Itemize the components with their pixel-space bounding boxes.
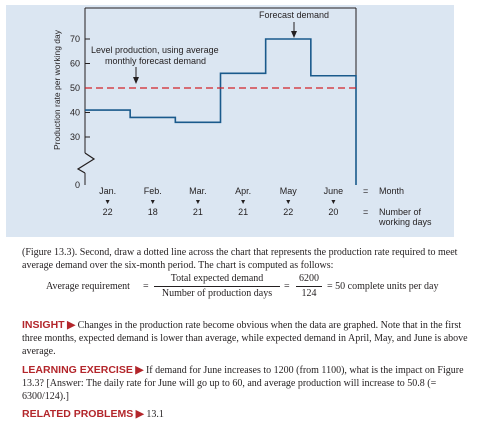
y-ticks: 30 40 50 60 70 0: [70, 34, 90, 190]
learning-exercise-paragraph: LEARNING EXERCISE ▶ If demand for June i…: [22, 364, 472, 403]
formula-lhs: Average requirement: [46, 281, 130, 292]
days-equals-sign: =: [363, 207, 368, 217]
x-month-label: Feb.: [144, 186, 162, 196]
caption-paragraph: (Figure 13.3). Second, draw a dotted lin…: [22, 246, 472, 272]
fraction-bar-2: [296, 286, 322, 287]
insight-arrow-icon: ▶: [67, 319, 76, 331]
y-tick-label: 40: [70, 108, 80, 118]
formula-equals-2: =: [284, 281, 290, 292]
month-legend-label: Month: [379, 186, 404, 196]
y-zero-label: 0: [75, 180, 80, 190]
down-arrow-icon: [331, 200, 336, 204]
insight-label: INSIGHT: [22, 319, 65, 331]
formula-denominator-2: 124: [301, 288, 317, 299]
x-days-label: 21: [193, 207, 203, 217]
learning-exercise-label: LEARNING EXERCISE: [22, 364, 133, 376]
formula-denominator-1: Number of production days: [161, 288, 273, 299]
down-arrow-icon: [105, 200, 110, 204]
axes: [76, 7, 357, 185]
x-days-label: 22: [103, 207, 113, 217]
formula-equals-1: =: [143, 281, 149, 292]
related-problems-paragraph: RELATED PROBLEMS ▶ 13.1: [22, 408, 472, 421]
y-tick-label: 30: [70, 132, 80, 142]
learning-exercise-arrow-icon: ▶: [135, 364, 144, 376]
formula-numerator-2: 6200: [299, 273, 319, 284]
formula-result: = 50 complete units per day: [327, 281, 439, 292]
y-tick-label: 50: [70, 83, 80, 93]
learning-exercise-text: If demand for June increases to 1200 (fr…: [22, 365, 464, 402]
x-labels: Jan. 22 Feb. 18 Mar. 21 Apr. 21 May 22 June 20: [99, 186, 343, 217]
y-tick-label: 60: [70, 59, 80, 69]
average-requirement-formula: Average requirement = Total expected dem…: [46, 272, 466, 302]
down-arrow-icon: [150, 200, 155, 204]
fraction-bar-1: [154, 286, 280, 287]
x-month-label: Mar.: [189, 186, 207, 196]
production-chart: Production rate per working day 30 40 50 60…: [52, 7, 432, 227]
related-problems-arrow-icon: ▶: [135, 408, 144, 420]
level-arrow-head: [133, 77, 139, 84]
month-equals-sign: =: [363, 186, 368, 196]
days-legend-label-line2: working days: [378, 217, 432, 227]
forecast-demand-series: [85, 38, 357, 185]
chart-panel: Production rate per working day 30 40 50 60…: [6, 5, 454, 237]
related-problems-text: 13.1: [146, 409, 164, 420]
y-axis-label: Production rate per working day: [52, 29, 62, 150]
series: [85, 38, 357, 185]
row-legend: = Month = Number of working days: [363, 186, 432, 227]
x-days-label: 18: [148, 207, 158, 217]
x-month-label: May: [280, 186, 298, 196]
x-days-label: 20: [328, 207, 338, 217]
x-month-label: June: [324, 186, 344, 196]
caption-text: (Figure 13.3). Second, draw a dotted lin…: [22, 247, 458, 271]
level-production-label-line1: Level production, using average: [91, 45, 219, 55]
x-month-label: Apr.: [235, 186, 251, 196]
y-axis-break: [76, 152, 96, 174]
related-problems-label: RELATED PROBLEMS: [22, 408, 134, 420]
days-legend-label-line1: Number of: [379, 207, 422, 217]
y-tick-label: 70: [70, 34, 80, 44]
forecast-demand-label: Forecast demand: [259, 10, 329, 20]
down-arrow-icon: [286, 200, 291, 204]
y-axis-label-group: Production rate per working day: [52, 29, 62, 150]
down-arrow-icon: [195, 200, 200, 204]
level-production-label-line2: monthly forecast demand: [105, 56, 206, 66]
x-month-label: Jan.: [99, 186, 116, 196]
insight-text: Changes in the production rate become ob…: [22, 320, 468, 357]
formula-numerator-1: Total expected demand: [170, 273, 264, 284]
down-arrow-icon: [241, 200, 246, 204]
forecast-arrow-head: [291, 31, 297, 38]
x-days-label: 21: [238, 207, 248, 217]
annotations: Forecast demand Level production, using …: [91, 10, 329, 84]
insight-paragraph: INSIGHT ▶ Changes in the production rate…: [22, 319, 472, 358]
x-days-label: 22: [283, 207, 293, 217]
